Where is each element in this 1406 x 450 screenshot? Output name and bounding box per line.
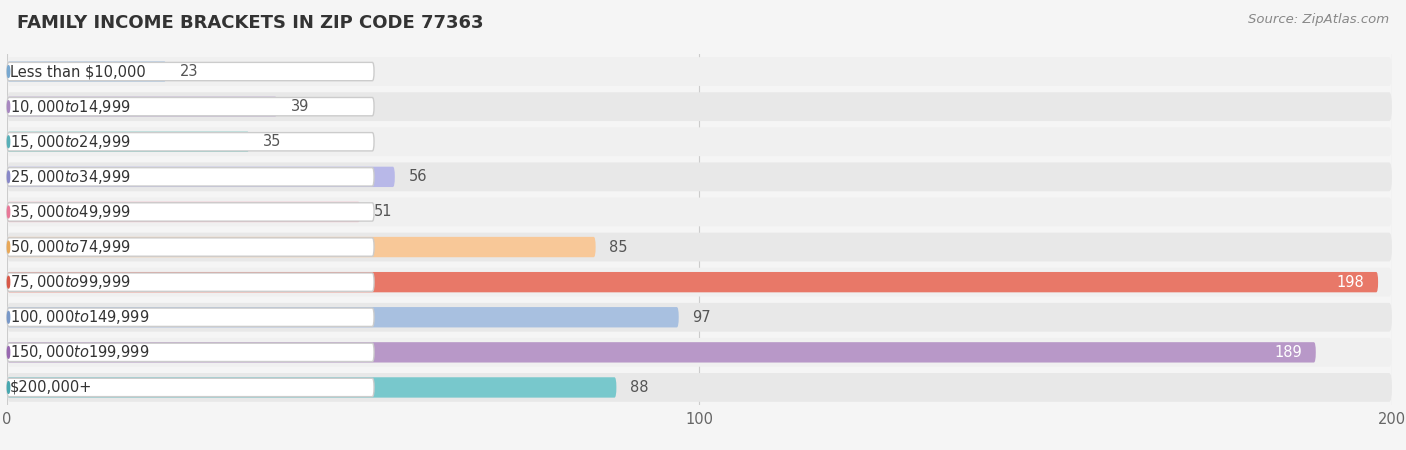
- FancyBboxPatch shape: [7, 273, 374, 291]
- FancyBboxPatch shape: [7, 238, 374, 256]
- Text: Less than $10,000: Less than $10,000: [10, 64, 146, 79]
- FancyBboxPatch shape: [7, 131, 249, 152]
- Text: $35,000 to $49,999: $35,000 to $49,999: [10, 203, 131, 221]
- FancyBboxPatch shape: [7, 98, 374, 116]
- FancyBboxPatch shape: [7, 343, 374, 361]
- FancyBboxPatch shape: [7, 133, 374, 151]
- Circle shape: [7, 241, 10, 253]
- Text: 39: 39: [291, 99, 309, 114]
- FancyBboxPatch shape: [7, 127, 1392, 156]
- FancyBboxPatch shape: [7, 166, 395, 187]
- Circle shape: [7, 382, 10, 393]
- FancyBboxPatch shape: [7, 202, 360, 222]
- Text: $200,000+: $200,000+: [10, 380, 93, 395]
- Circle shape: [7, 346, 10, 358]
- Circle shape: [7, 311, 10, 323]
- FancyBboxPatch shape: [7, 308, 374, 326]
- Circle shape: [7, 66, 10, 77]
- FancyBboxPatch shape: [7, 307, 679, 328]
- Text: $10,000 to $14,999: $10,000 to $14,999: [10, 98, 131, 116]
- FancyBboxPatch shape: [7, 268, 1392, 297]
- Text: FAMILY INCOME BRACKETS IN ZIP CODE 77363: FAMILY INCOME BRACKETS IN ZIP CODE 77363: [17, 14, 484, 32]
- FancyBboxPatch shape: [7, 237, 596, 257]
- Text: $75,000 to $99,999: $75,000 to $99,999: [10, 273, 131, 291]
- Text: 51: 51: [374, 204, 392, 220]
- FancyBboxPatch shape: [7, 57, 1392, 86]
- FancyBboxPatch shape: [7, 378, 374, 396]
- FancyBboxPatch shape: [7, 373, 1392, 402]
- Text: $50,000 to $74,999: $50,000 to $74,999: [10, 238, 131, 256]
- Text: 23: 23: [180, 64, 198, 79]
- Text: $100,000 to $149,999: $100,000 to $149,999: [10, 308, 149, 326]
- Circle shape: [7, 206, 10, 218]
- FancyBboxPatch shape: [7, 198, 1392, 226]
- FancyBboxPatch shape: [7, 272, 1378, 292]
- FancyBboxPatch shape: [7, 162, 1392, 191]
- FancyBboxPatch shape: [7, 377, 616, 398]
- Text: 198: 198: [1337, 274, 1364, 290]
- Circle shape: [7, 171, 10, 183]
- FancyBboxPatch shape: [7, 338, 1392, 367]
- Text: $150,000 to $199,999: $150,000 to $199,999: [10, 343, 149, 361]
- FancyBboxPatch shape: [7, 168, 374, 186]
- Text: $25,000 to $34,999: $25,000 to $34,999: [10, 168, 131, 186]
- Text: 56: 56: [409, 169, 427, 184]
- Circle shape: [7, 136, 10, 148]
- FancyBboxPatch shape: [7, 61, 166, 82]
- FancyBboxPatch shape: [7, 203, 374, 221]
- Text: Source: ZipAtlas.com: Source: ZipAtlas.com: [1249, 14, 1389, 27]
- Circle shape: [7, 276, 10, 288]
- FancyBboxPatch shape: [7, 92, 1392, 121]
- FancyBboxPatch shape: [7, 63, 374, 81]
- FancyBboxPatch shape: [7, 342, 1316, 363]
- Text: 35: 35: [263, 134, 281, 149]
- FancyBboxPatch shape: [7, 96, 277, 117]
- Text: 97: 97: [693, 310, 711, 325]
- Text: 88: 88: [630, 380, 648, 395]
- Text: 85: 85: [609, 239, 628, 255]
- Circle shape: [7, 101, 10, 112]
- Text: 189: 189: [1274, 345, 1302, 360]
- FancyBboxPatch shape: [7, 303, 1392, 332]
- FancyBboxPatch shape: [7, 233, 1392, 261]
- Text: $15,000 to $24,999: $15,000 to $24,999: [10, 133, 131, 151]
